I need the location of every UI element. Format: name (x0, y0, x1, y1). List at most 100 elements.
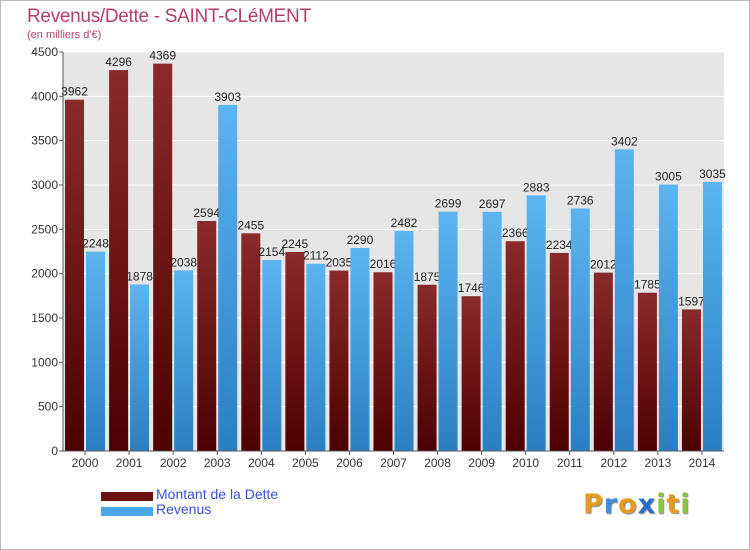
y-tick-label: 3500 (31, 134, 58, 148)
x-tick-label: 2003 (204, 456, 231, 470)
x-tick-label: 2004 (248, 456, 275, 470)
data-label-revenus-2009: 2697 (479, 197, 506, 211)
chart-unit-subtitle: (en milliers d'€) (27, 29, 102, 41)
bar-debt-2006 (329, 270, 349, 451)
y-tick-label: 1500 (31, 311, 58, 325)
y-tick-label: 4500 (31, 45, 58, 59)
x-tick-label: 2008 (424, 456, 451, 470)
data-label-debt-2003: 2594 (193, 206, 220, 220)
x-tick-label: 2014 (689, 456, 716, 470)
bar-revenus-2010 (526, 195, 546, 451)
bar-debt-2014 (681, 309, 701, 451)
bar-debt-2003 (197, 220, 217, 451)
bar-revenus-2008 (438, 211, 458, 451)
bar-debt-2013 (637, 292, 657, 451)
y-tick-label: 500 (38, 400, 58, 414)
bar-debt-2011 (549, 252, 569, 451)
legend-swatch-debt (101, 492, 153, 501)
bar-revenus-2004 (262, 260, 282, 451)
y-tick-label: 0 (51, 444, 58, 458)
data-label-debt-2009: 1746 (458, 281, 485, 295)
legend-swatch-revenus (101, 507, 153, 516)
logo-letter: o (618, 489, 638, 520)
bar-debt-2000 (65, 99, 85, 451)
bar-debt-2010 (505, 241, 525, 451)
x-tick-label: 2012 (600, 456, 627, 470)
logo-letter: P (583, 489, 604, 520)
data-label-revenus-2014: 3035 (699, 167, 726, 181)
data-label-revenus-2000: 2248 (82, 237, 109, 251)
x-tick-label: 2007 (380, 456, 407, 470)
x-tick-label: 2013 (645, 456, 672, 470)
x-tick-label: 2002 (160, 456, 187, 470)
plot-background (63, 52, 724, 451)
data-label-revenus-2003: 3903 (214, 90, 241, 104)
bar-revenus-2001 (130, 284, 150, 451)
x-tick-label: 2000 (72, 456, 99, 470)
data-label-debt-2002: 4369 (149, 49, 176, 63)
x-tick-label: 2009 (468, 456, 495, 470)
y-axis: 0 500 1000 1500 2000 2500 3000 3500 4000 4500 (31, 45, 64, 458)
data-label-revenus-2011: 2736 (567, 193, 594, 207)
bar-revenus-2006 (350, 247, 370, 451)
x-axis: 2000 2001 2002 2003 2004 2005 2006 2007 2008 2009… (63, 450, 724, 470)
y-tick-label: 4000 (31, 89, 58, 103)
y-tick-label: 2000 (31, 267, 58, 281)
data-label-revenus-2013: 3005 (655, 170, 682, 184)
bar-revenus-2009 (482, 211, 502, 451)
bar-revenus-2000 (86, 251, 106, 451)
chart-title: Revenus/Dette - SAINT-CLéMENT (27, 6, 311, 27)
bar-debt-2012 (593, 272, 613, 451)
data-label-revenus-2002: 2038 (170, 255, 197, 269)
data-label-revenus-2012: 3402 (611, 134, 638, 148)
bar-debt-2002 (153, 63, 173, 452)
logo-letter: t (666, 489, 681, 520)
bar-revenus-2014 (702, 181, 722, 451)
bar-debt-2007 (373, 272, 393, 451)
bar-revenus-2013 (658, 184, 678, 451)
x-tick-label: 2011 (557, 456, 583, 470)
data-label-debt-2008: 1875 (414, 270, 441, 284)
data-label-revenus-2005: 2112 (303, 249, 329, 263)
logo-letter: x (637, 489, 657, 520)
logo-letter: i (680, 489, 691, 520)
data-label-debt-2004: 2455 (237, 218, 264, 232)
bar-revenus-2011 (570, 208, 590, 451)
legend-label-debt: Montant de la Dette (156, 486, 279, 502)
logo-letter: r (603, 489, 619, 520)
y-tick-label: 3000 (31, 178, 58, 192)
x-tick-label: 2005 (292, 456, 319, 470)
data-label-revenus-2006: 2290 (347, 233, 374, 247)
bar-debt-2005 (285, 251, 305, 451)
data-label-debt-2010: 2366 (502, 226, 529, 240)
bar-revenus-2012 (614, 149, 634, 451)
y-tick-label: 2500 (31, 222, 58, 236)
data-label-debt-2001: 4296 (105, 55, 132, 69)
data-label-debt-2007: 2016 (370, 257, 397, 271)
bar-debt-2001 (109, 70, 129, 451)
bar-revenus-2003 (218, 104, 238, 452)
bar-revenus-2005 (306, 263, 326, 451)
x-tick-label: 2006 (336, 456, 363, 470)
bar-debt-2004 (241, 233, 261, 451)
logo-letter: i (656, 489, 667, 520)
bars: 3962 2248 4296 1878 4369 2038 2594 3903 2455 2154… (61, 49, 726, 452)
data-label-revenus-2004: 2154 (258, 245, 285, 259)
legend-label-revenus: Revenus (156, 501, 212, 517)
data-label-revenus-2010: 2883 (523, 180, 550, 194)
x-tick-label: 2001 (116, 456, 143, 470)
data-label-revenus-2008: 2699 (435, 197, 462, 211)
bar-debt-2008 (417, 284, 437, 451)
grid-lines (63, 51, 724, 408)
data-label-debt-2014: 1597 (678, 294, 705, 308)
bar-debt-2009 (461, 296, 481, 451)
bar-revenus-2002 (174, 270, 194, 451)
data-label-debt-2000: 3962 (61, 85, 88, 99)
data-label-debt-2006: 2035 (326, 256, 353, 270)
x-tick-label: 2010 (512, 456, 539, 470)
data-label-debt-2005: 2245 (282, 237, 309, 251)
data-label-revenus-2001: 1878 (126, 269, 153, 283)
data-label-debt-2013: 1785 (634, 278, 661, 292)
